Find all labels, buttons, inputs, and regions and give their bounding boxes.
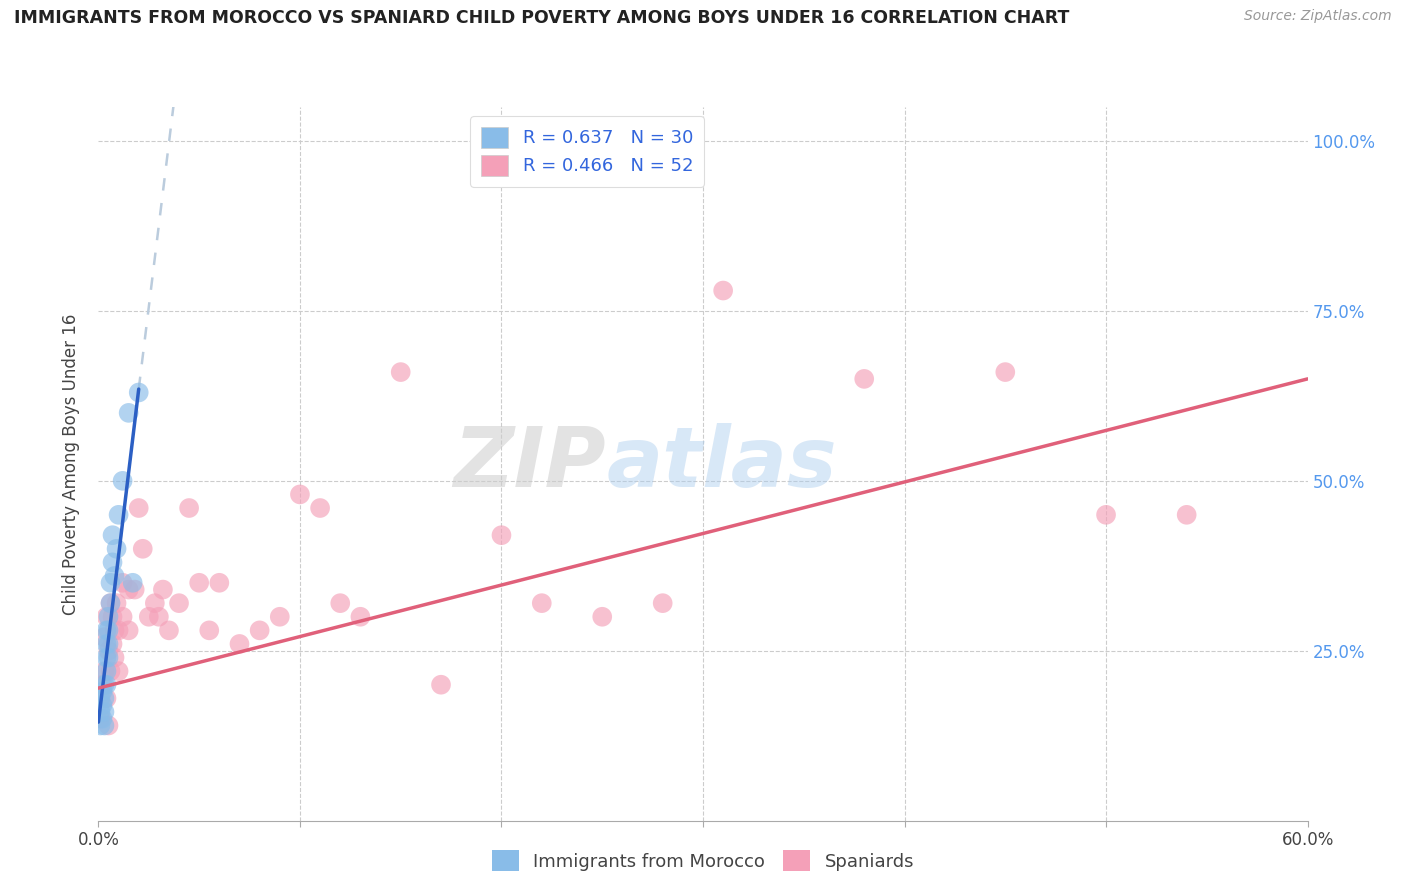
- Point: [101, 609, 124, 624]
- Point: [228, 637, 250, 651]
- Point: [105, 596, 128, 610]
- Legend: R = 0.637   N = 30, R = 0.466   N = 52: R = 0.637 N = 30, R = 0.466 N = 52: [470, 116, 704, 186]
- Point: [530, 596, 553, 610]
- Point: [96, 691, 118, 706]
- Point: [430, 678, 453, 692]
- Point: [97, 609, 120, 624]
- Point: [97, 624, 120, 638]
- Legend: Immigrants from Morocco, Spaniards: Immigrants from Morocco, Spaniards: [485, 843, 921, 879]
- Point: [711, 284, 734, 298]
- Point: [91, 684, 114, 698]
- Point: [93, 691, 115, 706]
- Point: [249, 624, 271, 638]
- Point: [1175, 508, 1198, 522]
- Point: [121, 575, 143, 590]
- Point: [853, 372, 876, 386]
- Text: atlas: atlas: [606, 424, 837, 504]
- Point: [93, 678, 115, 692]
- Point: [103, 650, 125, 665]
- Point: [208, 575, 231, 590]
- Point: [128, 385, 150, 400]
- Point: [96, 664, 118, 678]
- Point: [132, 541, 155, 556]
- Point: [93, 664, 115, 678]
- Point: [1095, 508, 1118, 522]
- Point: [138, 609, 160, 624]
- Point: [100, 664, 122, 678]
- Point: [96, 650, 118, 665]
- Point: [124, 582, 146, 597]
- Point: [100, 575, 122, 590]
- Point: [97, 637, 120, 651]
- Point: [143, 596, 166, 610]
- Point: [89, 712, 111, 726]
- Text: Source: ZipAtlas.com: Source: ZipAtlas.com: [1244, 9, 1392, 23]
- Point: [93, 718, 115, 732]
- Point: [651, 596, 673, 610]
- Point: [100, 596, 122, 610]
- Point: [309, 501, 332, 516]
- Point: [97, 718, 120, 732]
- Text: ZIP: ZIP: [454, 424, 606, 504]
- Point: [89, 705, 111, 719]
- Point: [128, 501, 150, 516]
- Point: [89, 718, 111, 732]
- Point: [96, 637, 118, 651]
- Point: [148, 609, 170, 624]
- Point: [111, 474, 134, 488]
- Point: [118, 406, 141, 420]
- Point: [118, 624, 141, 638]
- Point: [96, 609, 118, 624]
- Point: [107, 624, 129, 638]
- Point: [101, 555, 124, 569]
- Y-axis label: Child Poverty Among Boys Under 16: Child Poverty Among Boys Under 16: [62, 313, 80, 615]
- Point: [93, 630, 115, 644]
- Point: [89, 691, 111, 706]
- Point: [96, 678, 118, 692]
- Point: [91, 698, 114, 712]
- Point: [103, 569, 125, 583]
- Point: [994, 365, 1017, 379]
- Point: [389, 365, 412, 379]
- Point: [167, 596, 190, 610]
- Point: [101, 637, 124, 651]
- Point: [96, 624, 118, 638]
- Point: [107, 508, 129, 522]
- Point: [491, 528, 513, 542]
- Point: [179, 501, 201, 516]
- Point: [188, 575, 211, 590]
- Point: [591, 609, 613, 624]
- Point: [157, 624, 180, 638]
- Point: [105, 541, 128, 556]
- Point: [111, 609, 134, 624]
- Point: [91, 678, 114, 692]
- Point: [103, 624, 125, 638]
- Point: [198, 624, 221, 638]
- Point: [118, 582, 141, 597]
- Point: [97, 644, 120, 658]
- Point: [288, 487, 311, 501]
- Point: [93, 705, 115, 719]
- Point: [329, 596, 352, 610]
- Text: IMMIGRANTS FROM MOROCCO VS SPANIARD CHILD POVERTY AMONG BOYS UNDER 16 CORRELATIO: IMMIGRANTS FROM MOROCCO VS SPANIARD CHIL…: [14, 9, 1070, 27]
- Point: [100, 596, 122, 610]
- Point: [97, 650, 120, 665]
- Point: [107, 664, 129, 678]
- Point: [91, 712, 114, 726]
- Point: [101, 528, 124, 542]
- Point: [349, 609, 371, 624]
- Point: [111, 575, 134, 590]
- Point: [269, 609, 291, 624]
- Point: [152, 582, 174, 597]
